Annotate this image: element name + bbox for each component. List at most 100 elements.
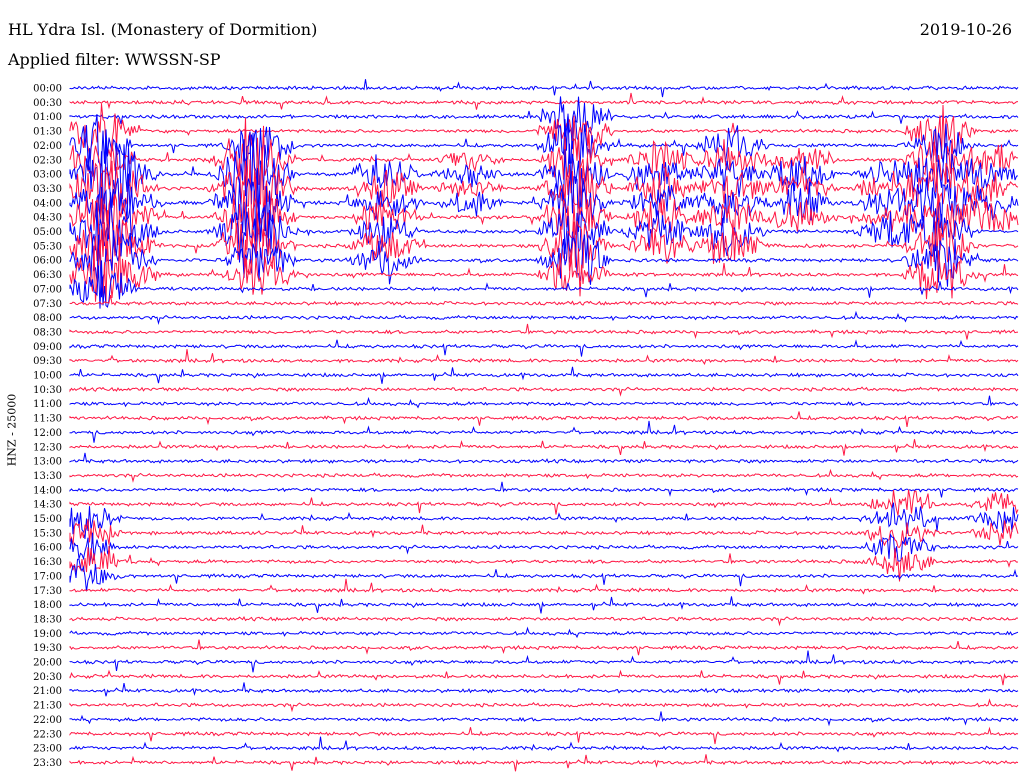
seismic-trace <box>69 639 1019 656</box>
seismic-trace <box>69 558 1019 592</box>
time-tick-label: 07:00 <box>33 284 62 295</box>
seismic-trace <box>69 468 1019 483</box>
seismic-trace <box>69 481 1019 498</box>
time-tick-label: 13:00 <box>33 457 62 468</box>
seismic-trace <box>69 616 1019 627</box>
time-tick-label: 16:00 <box>33 543 62 554</box>
time-tick-label: 05:00 <box>33 227 62 238</box>
date-label: 2019-10-26 <box>919 20 1012 39</box>
time-tick-label: 04:30 <box>33 213 62 224</box>
seismic-trace <box>69 395 1019 409</box>
time-tick-label: 02:30 <box>33 155 62 166</box>
time-tick-label: 15:00 <box>33 514 62 525</box>
time-tick-label: 00:30 <box>33 98 62 109</box>
seismic-trace <box>69 260 1019 309</box>
time-tick-label: 21:00 <box>33 686 62 697</box>
seismic-trace <box>69 420 1019 443</box>
seismic-trace <box>69 411 1019 427</box>
seismic-trace <box>69 545 1019 582</box>
station-title: HL Ydra Isl. (Monastery of Dormition) <box>8 20 318 39</box>
seismic-trace <box>69 295 1019 306</box>
time-tick-label: 05:30 <box>33 241 62 252</box>
seismic-trace <box>69 532 1019 566</box>
time-tick-label: 14:00 <box>33 485 62 496</box>
time-tick-label: 07:30 <box>33 299 62 310</box>
seismic-trace <box>69 195 1019 269</box>
time-tick-label: 14:30 <box>33 500 62 511</box>
seismic-trace <box>69 736 1019 753</box>
seismic-trace <box>69 650 1019 673</box>
time-tick-label: 04:00 <box>33 198 62 209</box>
time-tick-label: 20:00 <box>33 658 62 669</box>
seismic-trace <box>69 349 1019 366</box>
time-tick-label: 10:00 <box>33 371 62 382</box>
time-tick-label: 22:00 <box>33 715 62 726</box>
seismic-trace <box>69 439 1019 456</box>
time-tick-label: 08:00 <box>33 313 62 324</box>
time-tick-label: 23:00 <box>33 744 62 755</box>
seismic-trace <box>69 230 1019 298</box>
seismic-trace <box>69 131 1019 214</box>
seismic-trace <box>69 698 1019 713</box>
time-tick-label: 01:30 <box>33 127 62 138</box>
time-tick-label: 17:00 <box>33 571 62 582</box>
seismic-trace <box>69 96 1019 150</box>
filter-label: Applied filter: WWSSN-SP <box>8 50 221 69</box>
seismic-trace <box>69 110 1019 177</box>
time-tick-label: 03:00 <box>33 170 62 181</box>
time-tick-label: 12:00 <box>33 428 62 439</box>
seismic-trace <box>69 682 1019 697</box>
seismic-trace <box>69 117 1019 199</box>
time-tick-label: 11:00 <box>33 399 62 410</box>
time-tick-label: 06:00 <box>33 256 62 267</box>
seismic-trace <box>69 452 1019 464</box>
time-tick-label: 09:00 <box>33 342 62 353</box>
time-tick-label: 21:30 <box>33 701 62 712</box>
seismic-trace <box>69 366 1019 384</box>
seismic-trace <box>69 323 1019 340</box>
time-tick-label: 01:00 <box>33 112 62 123</box>
time-tick-label: 18:30 <box>33 614 62 625</box>
seismic-trace <box>69 711 1019 727</box>
seismic-trace <box>69 168 1019 245</box>
time-tick-label: 00:00 <box>33 84 62 95</box>
time-tick-label: 17:30 <box>33 586 62 597</box>
seismic-trace <box>69 310 1019 326</box>
time-tick-label: 11:30 <box>33 414 62 425</box>
seismic-trace <box>69 92 1019 110</box>
time-tick-label: 23:30 <box>33 758 62 769</box>
time-tick-label: 02:00 <box>33 141 62 152</box>
time-tick-label: 12:30 <box>33 442 62 453</box>
seismic-trace <box>69 237 1019 303</box>
seismic-trace <box>69 754 1019 772</box>
seismic-trace <box>69 596 1019 614</box>
seismic-trace <box>69 339 1019 357</box>
time-tick-label: 18:00 <box>33 600 62 611</box>
time-tick-label: 19:00 <box>33 629 62 640</box>
seismic-trace <box>69 726 1019 745</box>
time-tick-label: 22:30 <box>33 729 62 740</box>
seismic-trace <box>69 103 1019 159</box>
seismic-trace <box>69 489 1019 516</box>
time-tick-label: 10:30 <box>33 385 62 396</box>
time-tick-label: 09:30 <box>33 356 62 367</box>
seismic-trace <box>69 186 1019 252</box>
seismic-trace <box>69 386 1019 397</box>
time-tick-label: 08:30 <box>33 327 62 338</box>
time-tick-label: 03:30 <box>33 184 62 195</box>
time-tick-label: 06:30 <box>33 270 62 281</box>
seismic-trace <box>69 210 1019 275</box>
seismic-trace <box>69 502 1019 539</box>
seismic-trace <box>69 147 1019 227</box>
time-tick-label: 16:30 <box>33 557 62 568</box>
seismic-trace <box>69 578 1019 595</box>
seismic-trace <box>69 79 1019 98</box>
seismic-trace <box>69 519 1019 548</box>
seismic-trace <box>69 626 1019 639</box>
time-tick-label: 20:30 <box>33 672 62 683</box>
time-tick-label: 15:30 <box>33 528 62 539</box>
time-tick-label: 13:30 <box>33 471 62 482</box>
seismic-trace <box>69 669 1019 686</box>
time-tick-label: 19:30 <box>33 643 62 654</box>
